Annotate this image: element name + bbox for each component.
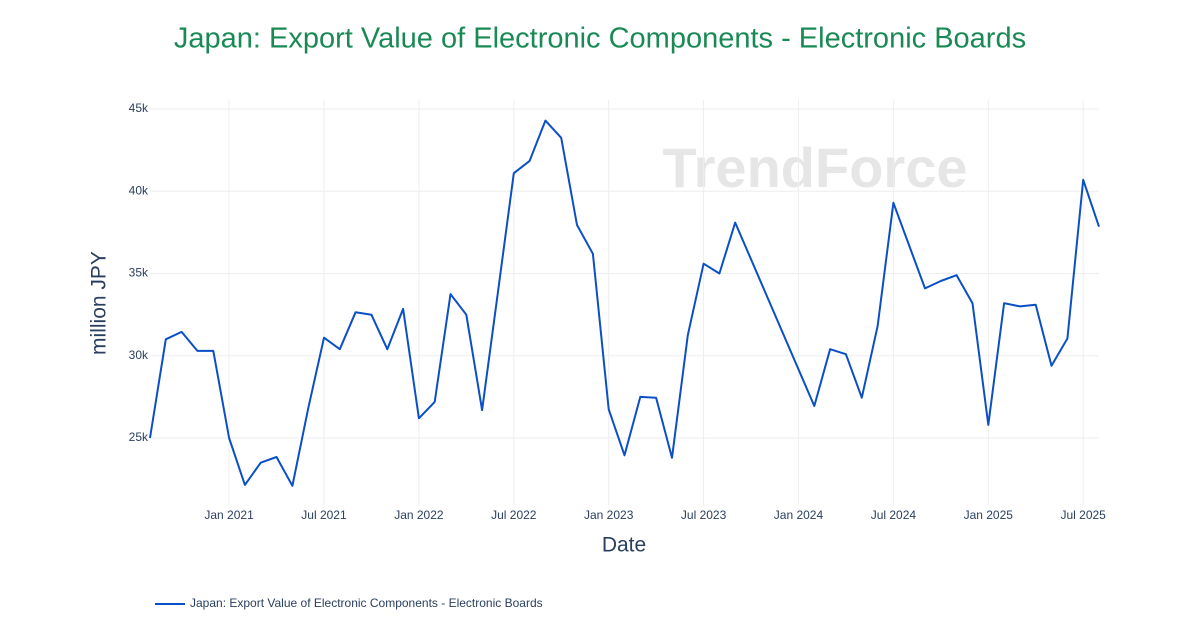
y-tick-label: 35k	[129, 266, 149, 280]
x-axis-label: Date	[602, 534, 646, 557]
y-axis-label: million JPY	[88, 251, 111, 355]
legend-label: Japan: Export Value of Electronic Compon…	[190, 596, 543, 610]
watermark: TrendForce	[663, 136, 968, 199]
x-tick-label: Jan 2025	[964, 508, 1014, 522]
x-tick-label: Jan 2024	[774, 508, 824, 522]
x-tick-label: Jan 2022	[394, 508, 444, 522]
x-tick-label: Jul 2023	[681, 508, 727, 522]
chart-title: Japan: Export Value of Electronic Compon…	[174, 23, 1026, 55]
data-line	[149, 119, 1100, 487]
x-tick-label: Jan 2021	[204, 508, 254, 522]
y-tick-label: 45k	[129, 101, 149, 115]
x-tick-label: Jul 2025	[1060, 508, 1106, 522]
x-tick-label: Jul 2021	[301, 508, 347, 522]
x-tick-label: Jul 2022	[491, 508, 537, 522]
y-tick-label: 40k	[129, 183, 149, 197]
x-tick-label: Jul 2024	[871, 508, 917, 522]
y-tick-label: 25k	[129, 430, 149, 444]
y-tick-label: 30k	[129, 348, 149, 362]
x-tick-label: Jan 2023	[584, 508, 634, 522]
